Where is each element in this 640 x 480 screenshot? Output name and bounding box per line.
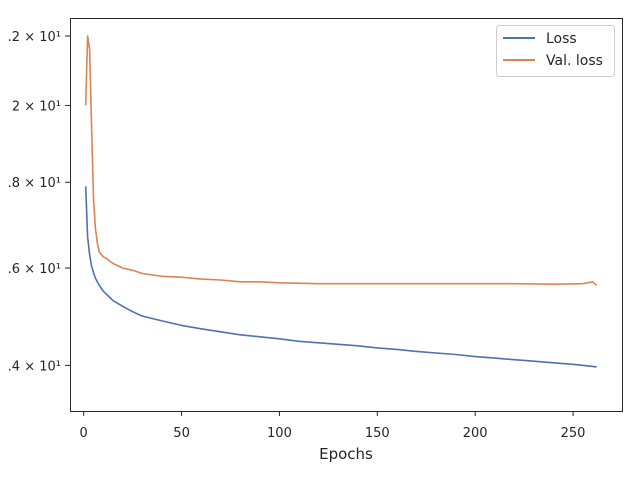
y-tick-label: 2 × 10¹ (12, 99, 61, 114)
x-tick-label: 200 (463, 426, 488, 441)
y-tick-label: .8 × 10¹ (8, 176, 61, 191)
y-tick-label: .4 × 10¹ (8, 359, 61, 374)
x-axis-label: Epochs (319, 445, 373, 463)
legend: Loss Val. loss (496, 25, 615, 77)
legend-label: Val. loss (546, 53, 603, 69)
series-line-val-loss (84, 35, 598, 287)
y-tick-label: .6 × 10¹ (8, 262, 61, 277)
x-axis: 0 50 100 150 200 250 (80, 411, 586, 441)
legend-label: Loss (546, 31, 577, 47)
y-tick-label: .2 × 10¹ (8, 30, 61, 45)
x-tick-label: 100 (267, 426, 292, 441)
series-line-loss (84, 186, 597, 368)
x-tick-label: 250 (561, 426, 586, 441)
x-tick-label: 50 (173, 426, 190, 441)
x-tick-label: 0 (80, 426, 88, 441)
plot-area-frame (70, 18, 623, 412)
series-layer (84, 35, 598, 368)
x-tick-label: 150 (365, 426, 390, 441)
y-axis: .4 × 10¹ .6 × 10¹ .8 × 10¹ 2 × 10¹ .2 × 10¹ (8, 30, 70, 374)
